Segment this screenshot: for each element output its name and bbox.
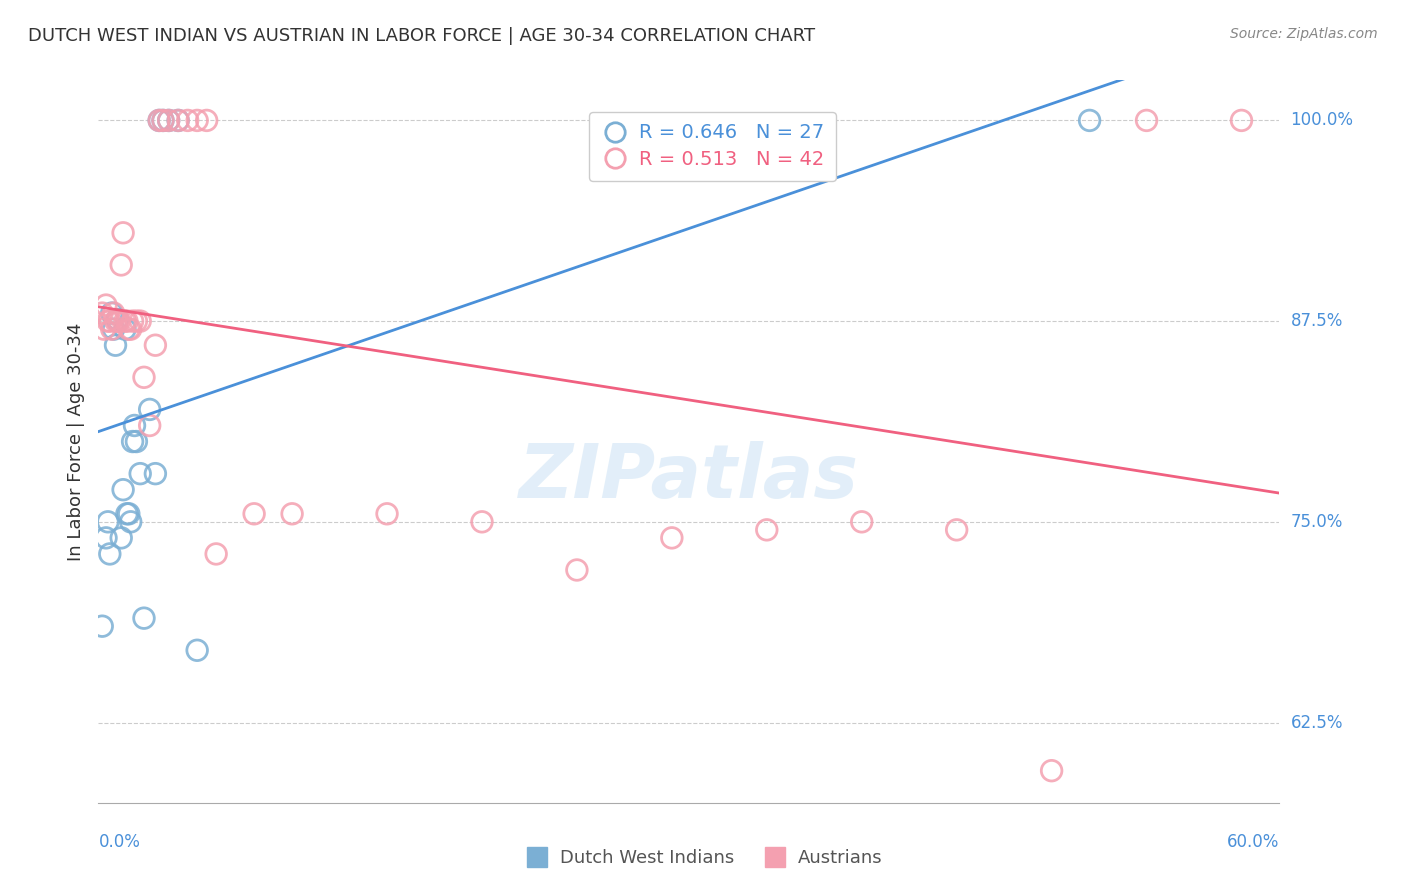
Point (145, 467, 167, 481)
Point (115, 314, 138, 328)
Point (167, 113, 190, 128)
Point (107, 314, 129, 328)
Point (157, 113, 180, 128)
Point (91, 306, 114, 320)
Point (1230, 113, 1253, 128)
Point (471, 515, 494, 529)
Point (1135, 113, 1157, 128)
Point (124, 418, 146, 433)
Point (115, 507, 138, 521)
Text: ZIPatlas: ZIPatlas (519, 442, 859, 514)
Point (167, 113, 190, 128)
Point (112, 483, 135, 497)
Point (118, 322, 141, 336)
Point (205, 547, 228, 561)
Point (132, 370, 155, 384)
Point (118, 507, 141, 521)
Point (110, 258, 132, 272)
Text: 75.0%: 75.0% (1291, 513, 1343, 531)
Point (97, 314, 120, 328)
Point (661, 531, 683, 545)
Point (138, 418, 160, 433)
Point (93, 322, 115, 336)
Point (103, 306, 125, 320)
Point (97, 515, 120, 529)
Point (157, 113, 180, 128)
Point (91, 619, 114, 633)
Point (132, 611, 155, 625)
Y-axis label: In Labor Force | Age 30-34: In Labor Force | Age 30-34 (66, 322, 84, 561)
Point (103, 322, 125, 336)
Point (107, 312, 129, 326)
Point (125, 314, 148, 328)
Point (176, 113, 198, 128)
Point (114, 322, 136, 336)
Point (945, 523, 967, 537)
Point (145, 338, 167, 352)
Text: 87.5%: 87.5% (1291, 312, 1343, 330)
Legend: R = 0.646   N = 27, R = 0.513   N = 42: R = 0.646 N = 27, R = 0.513 N = 42 (589, 112, 837, 181)
Text: 100.0%: 100.0% (1291, 112, 1354, 129)
Text: 62.5%: 62.5% (1291, 714, 1343, 731)
Point (152, 113, 174, 128)
Point (114, 314, 136, 328)
Point (104, 338, 127, 352)
Text: 60.0%: 60.0% (1227, 833, 1279, 851)
Point (94, 531, 117, 545)
Point (148, 113, 170, 128)
Point (104, 314, 127, 328)
Point (120, 322, 142, 336)
Point (851, 515, 873, 529)
Point (94, 298, 117, 312)
Point (121, 314, 143, 328)
Point (1078, 113, 1101, 128)
Point (98, 314, 121, 328)
Point (110, 531, 132, 545)
Point (186, 643, 208, 657)
Point (186, 113, 208, 128)
Point (108, 314, 131, 328)
Point (138, 402, 160, 417)
Point (565, 563, 588, 577)
Point (148, 113, 170, 128)
Point (125, 434, 148, 449)
Point (98, 547, 121, 561)
Text: 0.0%: 0.0% (98, 833, 141, 851)
Legend: Dutch West Indians, Austrians: Dutch West Indians, Austrians (516, 842, 890, 874)
Point (281, 507, 304, 521)
Point (120, 515, 142, 529)
Point (112, 226, 135, 240)
Point (755, 523, 778, 537)
Point (121, 434, 143, 449)
Point (129, 314, 152, 328)
Point (100, 306, 122, 320)
Point (129, 467, 152, 481)
Point (243, 507, 266, 521)
Point (1040, 764, 1063, 778)
Point (100, 322, 122, 336)
Point (375, 507, 398, 521)
Point (195, 113, 218, 128)
Point (152, 113, 174, 128)
Text: DUTCH WEST INDIAN VS AUSTRIAN IN LABOR FORCE | AGE 30-34 CORRELATION CHART: DUTCH WEST INDIAN VS AUSTRIAN IN LABOR F… (28, 27, 815, 45)
Text: Source: ZipAtlas.com: Source: ZipAtlas.com (1230, 27, 1378, 41)
